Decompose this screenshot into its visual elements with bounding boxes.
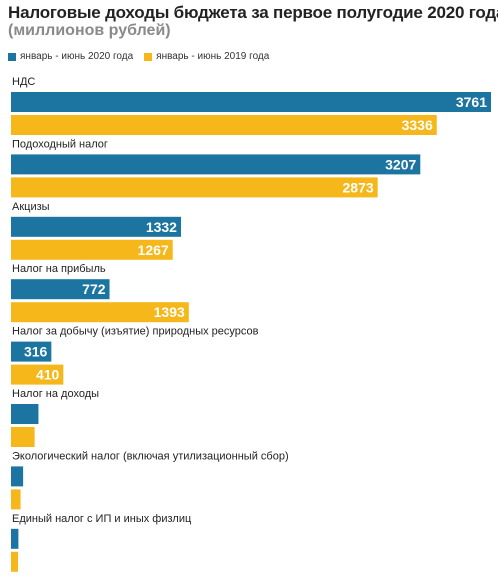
value-label: 1332 [146, 219, 177, 235]
bar-2019 [11, 115, 437, 135]
category-label: Акцизы [12, 201, 50, 213]
bar-2020 [11, 528, 19, 549]
bar-2019 [11, 551, 19, 572]
category-label: Единый налог с ИП и иных физлиц [12, 513, 192, 525]
legend-label-2020: январь - июнь 2020 года [20, 51, 134, 62]
bar-2019 [11, 364, 64, 385]
value-label: 3761 [456, 94, 487, 110]
bar-2020 [11, 466, 24, 487]
legend-swatch-2020 [8, 52, 16, 61]
bar-2020 [11, 154, 421, 175]
chart-subtitle: (миллионов рублей) [8, 22, 171, 39]
value-label: 1267 [138, 242, 169, 258]
bar-2019 [11, 239, 173, 260]
value-label: 410 [36, 367, 60, 383]
category-label: Налог на доходы [12, 388, 99, 400]
category-label: Налог за добычу (изъятие) природных ресу… [12, 326, 259, 338]
legend-item-2020: январь - июнь 2020 года [8, 51, 133, 62]
value-label: 1393 [154, 304, 185, 320]
value-label: 772 [82, 281, 106, 297]
bar-2019 [11, 489, 21, 510]
bar-2020 [11, 279, 110, 300]
bar-2020 [11, 341, 52, 362]
value-label: 316 [24, 344, 48, 360]
legend-swatch-2019 [144, 52, 153, 61]
bar-2019 [11, 427, 35, 447]
bar-2020 [11, 404, 39, 424]
bar-2019 [11, 177, 378, 198]
category-label: Налог на прибыль [12, 263, 106, 275]
category-label: НДС [12, 76, 35, 88]
legend-item-2019: январь - июнь 2019 года [144, 51, 269, 62]
legend-label-2019: январь - июнь 2019 года [156, 51, 270, 62]
value-label: 3336 [402, 117, 433, 133]
bar-2020 [11, 216, 181, 237]
value-label: 3207 [385, 156, 416, 172]
value-label: 2873 [343, 179, 374, 195]
bar-2020 [11, 92, 491, 112]
chart-title: Налоговые доходы бюджета за первое полуг… [8, 3, 498, 22]
legend: январь - июнь 2020 года январь - июнь 20… [8, 51, 280, 62]
bar-2019 [11, 302, 189, 323]
category-label: Подоходный налог [12, 138, 108, 150]
category-label: Экологический налог (включая утилизацион… [12, 450, 289, 462]
